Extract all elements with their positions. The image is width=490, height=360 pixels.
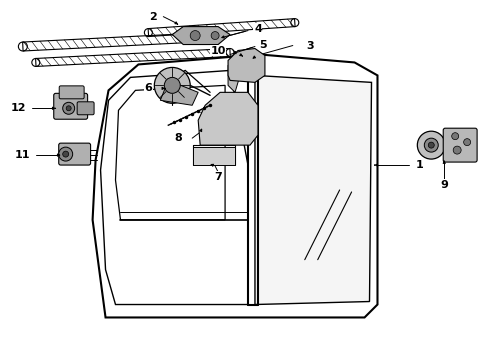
Circle shape — [424, 138, 438, 152]
Text: 10: 10 — [210, 45, 226, 55]
FancyBboxPatch shape — [54, 93, 88, 119]
Polygon shape — [172, 27, 230, 45]
Circle shape — [453, 146, 461, 154]
Text: 3: 3 — [306, 41, 314, 50]
Text: 5: 5 — [259, 40, 267, 50]
Circle shape — [63, 151, 69, 157]
Circle shape — [66, 106, 71, 111]
Polygon shape — [228, 49, 265, 82]
Text: 4: 4 — [254, 24, 262, 33]
Circle shape — [63, 102, 74, 114]
Polygon shape — [255, 75, 371, 305]
Text: 6: 6 — [145, 84, 152, 93]
Polygon shape — [198, 92, 258, 145]
FancyBboxPatch shape — [59, 143, 91, 165]
FancyBboxPatch shape — [59, 86, 84, 99]
Text: 12: 12 — [11, 103, 26, 113]
Circle shape — [452, 133, 459, 140]
Circle shape — [211, 32, 219, 40]
Text: 7: 7 — [214, 172, 222, 182]
Text: 11: 11 — [15, 150, 30, 160]
Text: 8: 8 — [174, 133, 182, 143]
Circle shape — [190, 31, 200, 41]
Circle shape — [464, 139, 470, 146]
Circle shape — [154, 67, 190, 103]
Bar — [193, 147, 235, 165]
Text: 9: 9 — [441, 180, 448, 190]
Circle shape — [417, 131, 445, 159]
Polygon shape — [160, 80, 198, 105]
FancyBboxPatch shape — [443, 128, 477, 162]
Text: 2: 2 — [149, 12, 157, 22]
Circle shape — [428, 142, 434, 148]
FancyBboxPatch shape — [77, 102, 94, 115]
Text: 1: 1 — [416, 160, 423, 170]
Polygon shape — [228, 58, 248, 92]
Circle shape — [59, 147, 73, 161]
Circle shape — [164, 77, 180, 93]
